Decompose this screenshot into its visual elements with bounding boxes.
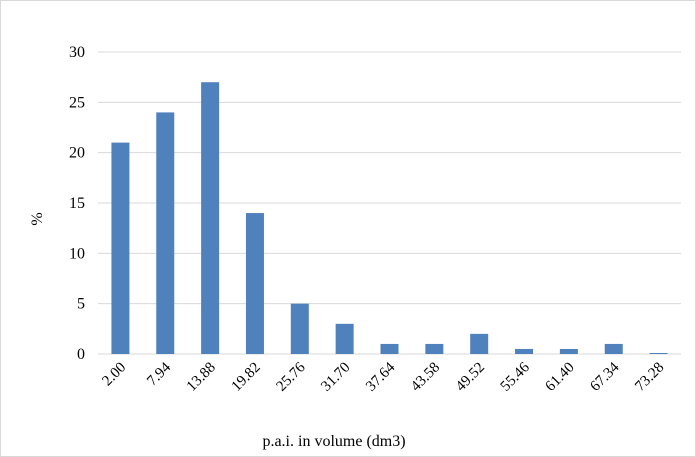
bar xyxy=(201,82,220,354)
x-axis-label: p.a.i. in volume (dm3) xyxy=(262,433,405,450)
gridlines xyxy=(98,51,681,355)
x-tick-label: 7.94 xyxy=(144,359,174,389)
x-tick-label: 73.28 xyxy=(632,360,667,395)
bars xyxy=(111,82,668,355)
bar xyxy=(156,112,175,355)
bar xyxy=(380,343,399,354)
y-tick-label: 0 xyxy=(77,346,85,363)
y-tick-label: 30 xyxy=(69,44,85,61)
y-tick-label: 10 xyxy=(69,245,85,262)
bar xyxy=(604,343,623,354)
bar xyxy=(515,348,534,354)
bar xyxy=(649,352,668,354)
bar xyxy=(470,333,489,354)
x-tick-label: 67.34 xyxy=(587,359,623,395)
x-tick-label: 61.40 xyxy=(543,360,578,395)
bar xyxy=(245,213,264,354)
y-axis-ticks: 0 5 10 15 20 25 30 xyxy=(69,44,85,363)
x-tick-label: 2.00 xyxy=(99,360,129,390)
x-tick-label: 19.82 xyxy=(229,360,264,395)
bar xyxy=(559,348,578,354)
x-tick-label: 37.64 xyxy=(363,359,399,395)
y-tick-label: 15 xyxy=(69,195,85,212)
x-tick-label: 55.46 xyxy=(498,359,534,395)
bar xyxy=(425,343,444,354)
bar xyxy=(335,323,354,354)
y-axis-label: % xyxy=(29,212,46,225)
x-tick-label: 49.52 xyxy=(453,360,488,395)
bar xyxy=(290,303,309,354)
y-tick-label: 5 xyxy=(77,296,85,313)
x-tick-label: 43.58 xyxy=(408,360,443,395)
x-tick-label: 13.88 xyxy=(184,360,219,395)
y-tick-label: 20 xyxy=(69,145,85,162)
y-tick-label: 25 xyxy=(69,94,85,111)
bar xyxy=(111,142,130,354)
x-axis-ticks: 2.00 7.94 13.88 19.82 25.76 31.70 37.64 43.58 49… xyxy=(99,359,667,395)
x-tick-label: 25.76 xyxy=(273,359,309,395)
x-tick-label: 31.70 xyxy=(318,360,353,395)
